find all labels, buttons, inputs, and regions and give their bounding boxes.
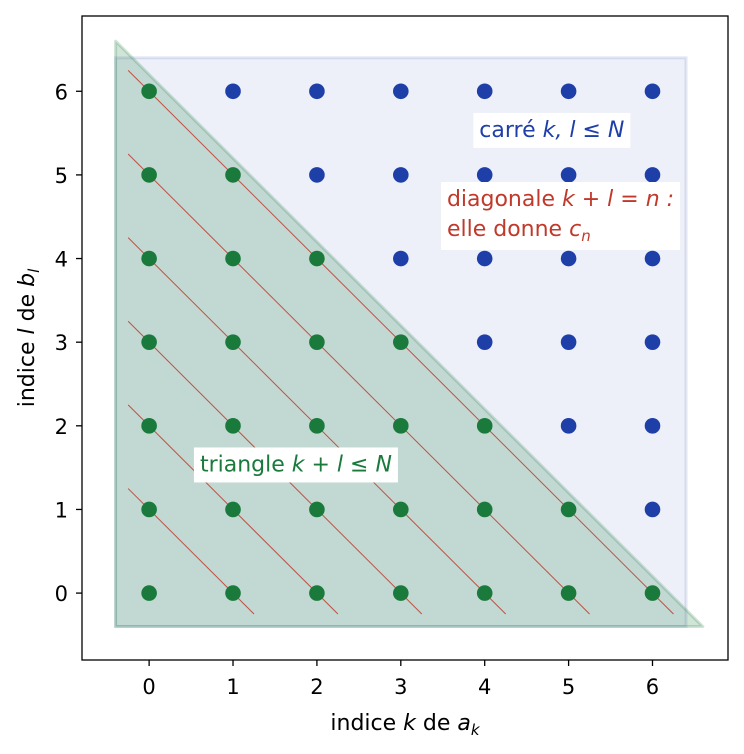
triangle-point-0-1: [141, 501, 157, 518]
square-point-6-5: [644, 167, 661, 183]
y-axis-ticks: 0 1 2 3 4 5 6: [55, 80, 82, 606]
square-point-4-6: [476, 83, 493, 100]
square-point-4-3: [476, 334, 493, 350]
square-point-4-4: [476, 250, 493, 267]
annotation-diagonal-background: [440, 182, 681, 250]
x-axis-label-var: k: [403, 711, 417, 736]
y-tick-label-5: 5: [55, 164, 68, 188]
triangle-point-0-3: [141, 334, 157, 350]
y-axis-label-var: l: [15, 328, 40, 334]
annotation-square-math: k, l ≤ N: [543, 118, 625, 143]
annotation-square: carré k, l ≤ N: [479, 118, 624, 143]
triangle-point-0-5: [141, 167, 157, 183]
annotation-diagonal-prefix2: elle donne: [447, 217, 569, 242]
triangle-point-1-1: [225, 501, 241, 518]
annotation-square-background: [473, 112, 631, 148]
x-axis-ticks: 0 1 2 3 4 5 6: [142, 660, 659, 699]
x-tick-label-3: 3: [394, 675, 407, 699]
triangle-point-0-6: [141, 83, 157, 100]
annotation-triangle-math: k + l ≤ N: [292, 452, 392, 477]
triangle-point-1-3: [225, 334, 241, 350]
diagonal-line-n5: [127, 153, 590, 615]
y-tick-label-2: 2: [55, 415, 68, 439]
x-tick-label-0: 0: [142, 675, 155, 699]
triangle-point-3-2: [393, 418, 409, 434]
y-axis-label-pre: indice: [15, 335, 40, 408]
y-tick-label-1: 1: [55, 498, 68, 522]
square-point-6-4: [644, 250, 661, 267]
square-point-5-2: [560, 418, 577, 434]
triangle-point-5-0: [560, 585, 577, 601]
triangle-point-3-0: [393, 585, 409, 601]
annotation-triangle-prefix: triangle: [200, 452, 292, 477]
y-tick-label-6: 6: [55, 80, 68, 104]
square-point-2-6: [309, 83, 325, 100]
x-tick-label-1: 1: [226, 675, 239, 699]
x-axis-label-sub: k: [471, 721, 481, 739]
x-axis-label-pre: indice: [330, 711, 403, 736]
y-tick-label-3: 3: [55, 331, 68, 355]
annotation-diagonal-math: k + l = n :: [562, 187, 674, 212]
triangle-point-4-2: [476, 418, 493, 434]
triangle-point-2-1: [309, 501, 325, 518]
x-axis-label: indice k de ak: [330, 711, 481, 739]
triangle-point-2-2: [309, 418, 325, 434]
square-point-5-5: [560, 167, 577, 183]
triangle-point-2-3: [309, 334, 325, 350]
square-point-4-5: [476, 167, 493, 183]
annotations-layer: carré k, l ≤ N diagonale k + l = n : ell…: [193, 112, 681, 483]
annotation-square-prefix: carré: [479, 118, 542, 143]
square-point-5-3: [560, 334, 577, 350]
square-point-5-6: [560, 83, 577, 100]
triangle-point-1-5: [225, 167, 241, 183]
annotation-diagonal-line1: diagonale k + l = n :: [447, 187, 674, 212]
x-axis-label-mid: de: [416, 711, 458, 736]
x-tick-label-2: 2: [310, 675, 323, 699]
square-point-6-3: [644, 334, 661, 350]
annotation-diagonal-prefix: diagonale: [447, 187, 562, 212]
annotation-triangle-background: [193, 447, 398, 483]
square-point-3-5: [393, 167, 409, 183]
triangle-point-2-0: [309, 585, 325, 601]
square-point-3-4: [393, 250, 409, 267]
square-point-3-6: [393, 83, 409, 100]
triangle-point-0-4: [141, 250, 157, 267]
triangle-point-0-2: [141, 418, 157, 434]
plot-frame: [81, 15, 729, 661]
square-point-5-4: [560, 250, 577, 267]
y-axis-label: indice l de bl: [15, 268, 43, 407]
annotation-triangle: triangle k + l ≤ N: [200, 452, 392, 477]
y-axis-label-mid: de: [15, 287, 40, 329]
points-layer: [141, 83, 661, 601]
y-tick-label-4: 4: [55, 248, 68, 272]
x-axis-label-base: a: [457, 711, 470, 736]
annotation-diagonal-cn-sub: n: [581, 227, 591, 245]
square-point-1-6: [225, 83, 241, 100]
triangle-point-2-4: [309, 250, 325, 267]
annotation-diagonal-line2: elle donne cn: [447, 217, 591, 245]
triangle-point-5-1: [560, 501, 577, 518]
x-tick-label-5: 5: [562, 675, 575, 699]
triangle-point-6-0: [644, 585, 661, 601]
triangle-point-4-1: [476, 501, 493, 518]
y-axis-label-base: b: [15, 273, 40, 287]
square-point-2-5: [309, 167, 325, 183]
y-axis-label-sub: l: [25, 268, 43, 273]
triangle-point-4-0: [476, 585, 493, 601]
triangle-point-1-4: [225, 250, 241, 267]
x-tick-label-6: 6: [646, 675, 659, 699]
x-tick-label-4: 4: [478, 675, 491, 699]
triangle-point-1-0: [225, 585, 241, 601]
triangle-point-3-3: [393, 334, 409, 350]
square-point-6-2: [644, 418, 661, 434]
y-tick-label-0: 0: [55, 582, 68, 606]
square-point-6-1: [644, 501, 661, 518]
square-point-6-6: [644, 83, 661, 100]
annotation-diagonal-cn: c: [569, 217, 581, 242]
triangle-point-0-0: [141, 585, 157, 601]
triangle-point-1-2: [225, 418, 241, 434]
triangle-point-3-1: [393, 501, 409, 518]
